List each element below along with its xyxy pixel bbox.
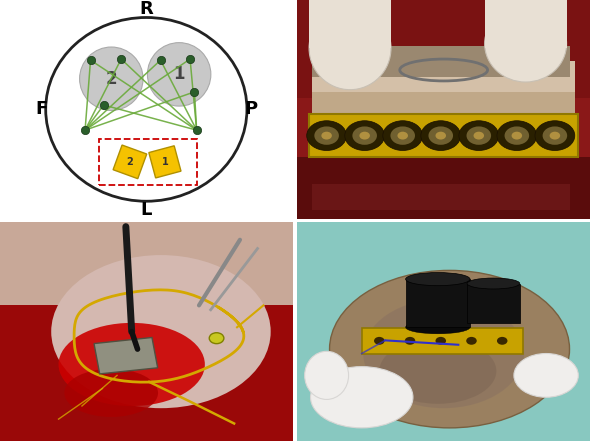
Circle shape: [314, 127, 339, 145]
Circle shape: [322, 132, 332, 139]
Ellipse shape: [363, 299, 524, 408]
Circle shape: [383, 121, 422, 150]
Bar: [312, 46, 569, 77]
Circle shape: [352, 127, 377, 145]
Ellipse shape: [309, 7, 391, 90]
Ellipse shape: [304, 351, 349, 400]
Circle shape: [374, 337, 385, 345]
Ellipse shape: [514, 354, 578, 397]
Ellipse shape: [310, 366, 413, 428]
Circle shape: [535, 121, 575, 150]
Text: 2: 2: [106, 70, 117, 88]
Circle shape: [550, 132, 560, 139]
Circle shape: [497, 337, 507, 345]
Polygon shape: [149, 146, 181, 178]
Bar: [467, 284, 520, 323]
Ellipse shape: [406, 321, 470, 334]
Circle shape: [466, 337, 477, 345]
Text: L: L: [140, 201, 152, 219]
Bar: [0, 305, 293, 441]
Circle shape: [474, 132, 484, 139]
Circle shape: [405, 337, 415, 345]
Bar: [406, 279, 470, 327]
Polygon shape: [113, 145, 147, 179]
Circle shape: [345, 121, 385, 150]
Circle shape: [543, 127, 567, 145]
Circle shape: [504, 127, 529, 145]
Text: 1: 1: [173, 65, 185, 83]
Circle shape: [512, 132, 522, 139]
Ellipse shape: [484, 5, 566, 82]
Ellipse shape: [51, 255, 271, 408]
Bar: [99, 139, 196, 185]
Ellipse shape: [467, 278, 520, 289]
Circle shape: [428, 127, 453, 145]
Bar: [297, 157, 590, 219]
Ellipse shape: [379, 338, 496, 404]
Bar: [297, 0, 590, 98]
Circle shape: [497, 121, 537, 150]
Bar: [312, 92, 575, 114]
Text: 1: 1: [162, 157, 168, 167]
Text: 2: 2: [126, 157, 133, 167]
Circle shape: [359, 132, 370, 139]
Bar: [484, 0, 566, 48]
Circle shape: [209, 333, 224, 344]
Ellipse shape: [64, 369, 158, 417]
Bar: [362, 329, 523, 354]
Circle shape: [398, 132, 408, 139]
Circle shape: [80, 47, 143, 110]
Circle shape: [421, 121, 461, 150]
Text: R: R: [139, 0, 153, 18]
Circle shape: [435, 132, 446, 139]
Bar: [312, 184, 569, 210]
Ellipse shape: [58, 323, 205, 406]
Polygon shape: [94, 337, 158, 374]
Bar: [312, 61, 575, 101]
Circle shape: [467, 127, 491, 145]
Circle shape: [435, 337, 446, 345]
Circle shape: [307, 121, 346, 150]
Circle shape: [148, 43, 211, 106]
Text: P: P: [245, 101, 258, 118]
Ellipse shape: [330, 270, 569, 428]
Ellipse shape: [406, 273, 470, 286]
Circle shape: [391, 127, 415, 145]
Text: F: F: [35, 101, 47, 118]
Bar: [309, 0, 391, 48]
Circle shape: [459, 121, 499, 150]
Bar: [309, 114, 578, 157]
